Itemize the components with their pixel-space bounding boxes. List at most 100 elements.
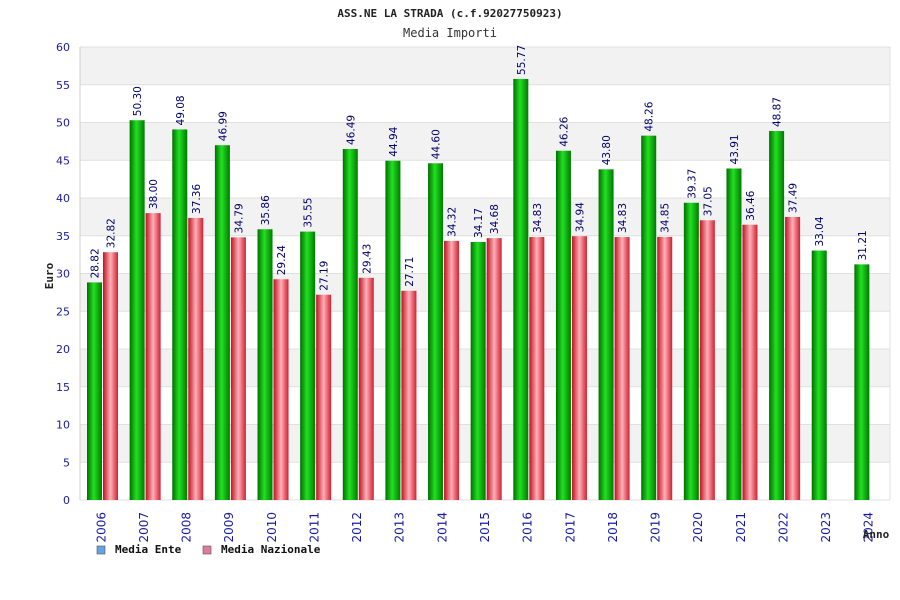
x-tick-label: 2017 xyxy=(563,512,577,543)
bar xyxy=(87,282,102,500)
x-axis: 2006 2007 2008 2009 2010 2011 2012 2013 2014 2015… xyxy=(94,512,875,543)
bar xyxy=(785,216,801,500)
data-label: 37.05 xyxy=(702,186,714,216)
data-label: 43.91 xyxy=(729,134,741,164)
bar xyxy=(358,277,374,500)
bar xyxy=(401,290,417,500)
data-label: 36.46 xyxy=(745,190,757,220)
data-label: 44.60 xyxy=(431,129,443,159)
legend: Media Ente Media Nazionale xyxy=(96,543,321,556)
bar xyxy=(230,237,246,500)
bar xyxy=(571,236,587,500)
bars xyxy=(87,78,870,501)
x-tick-label: 2013 xyxy=(393,512,407,543)
bar xyxy=(103,252,118,500)
data-label: 39.37 xyxy=(686,169,698,199)
legend-swatch xyxy=(96,545,106,555)
data-label: 34.83 xyxy=(617,203,629,233)
data-label: 33.04 xyxy=(814,216,826,246)
y-tick-label: 55 xyxy=(56,79,70,92)
y-tick-label: 10 xyxy=(56,419,70,432)
bar xyxy=(769,131,785,500)
y-tick-label: 30 xyxy=(56,268,70,281)
bar xyxy=(188,217,204,500)
x-tick-label: 2018 xyxy=(606,512,620,543)
y-tick-label: 15 xyxy=(56,381,70,394)
x-tick-label: 2016 xyxy=(521,512,535,543)
data-label: 48.87 xyxy=(772,97,784,127)
bar xyxy=(470,242,486,501)
data-label: 46.26 xyxy=(558,116,570,146)
bar xyxy=(854,264,870,500)
data-label: 35.86 xyxy=(260,195,272,225)
bar xyxy=(172,129,188,501)
data-label: 38.00 xyxy=(148,179,160,209)
data-label: 35.55 xyxy=(303,198,315,228)
data-label: 34.85 xyxy=(660,203,672,233)
data-label: 48.26 xyxy=(644,101,656,131)
bar xyxy=(683,202,699,500)
bar-labels: 28.82 50.30 49.08 46.99 35.86 35.55 46.49 44.94… xyxy=(90,45,869,291)
data-label: 55.77 xyxy=(516,45,528,75)
x-tick-label: 2012 xyxy=(350,512,364,543)
data-label: 29.43 xyxy=(361,244,373,274)
bar xyxy=(641,135,657,500)
x-tick-label: 2014 xyxy=(435,512,449,543)
grid-band xyxy=(80,47,890,85)
data-label: 37.49 xyxy=(788,183,800,213)
bar xyxy=(742,224,758,501)
x-tick-label: 2010 xyxy=(265,512,279,543)
x-tick-label: 2021 xyxy=(734,512,748,543)
bar xyxy=(428,163,444,500)
data-label: 37.36 xyxy=(191,184,203,214)
data-label: 27.19 xyxy=(319,261,331,291)
x-tick-label: 2023 xyxy=(819,512,833,543)
data-label: 49.08 xyxy=(175,95,187,125)
bar xyxy=(486,238,502,500)
data-label: 27.71 xyxy=(404,257,416,287)
bar xyxy=(726,168,742,501)
x-tick-label: 2008 xyxy=(180,512,194,543)
y-tick-label: 50 xyxy=(56,117,70,130)
data-label: 44.94 xyxy=(388,126,400,156)
legend-swatch xyxy=(202,545,212,555)
bar xyxy=(316,294,332,500)
bar xyxy=(529,237,545,500)
x-axis-label: Anno xyxy=(863,528,890,541)
data-label: 32.82 xyxy=(106,218,118,248)
grid-band xyxy=(80,122,890,161)
y-tick-label: 20 xyxy=(56,343,70,356)
bar xyxy=(214,145,230,500)
data-label: 34.68 xyxy=(489,204,501,234)
x-tick-label: 2007 xyxy=(137,512,151,543)
data-label: 43.80 xyxy=(601,135,613,165)
x-tick-label: 2015 xyxy=(478,512,492,543)
bar xyxy=(257,229,273,500)
bar xyxy=(811,250,827,500)
x-tick-label: 2024 xyxy=(862,512,876,543)
data-label: 34.83 xyxy=(532,203,544,233)
data-label: 31.21 xyxy=(857,230,869,260)
data-label: 46.49 xyxy=(345,115,357,145)
x-tick-label: 2020 xyxy=(691,512,705,543)
y-tick-label: 45 xyxy=(56,154,70,167)
data-label: 46.99 xyxy=(217,111,229,141)
grid-band xyxy=(80,84,890,123)
y-tick-label: 35 xyxy=(56,230,70,243)
bar xyxy=(273,279,289,500)
bar xyxy=(657,236,673,500)
y-tick-label: 25 xyxy=(56,305,70,318)
bar xyxy=(300,231,316,500)
x-tick-label: 2006 xyxy=(94,512,108,543)
data-label: 34.94 xyxy=(574,202,586,232)
legend-label: Media Ente xyxy=(115,543,182,556)
bar xyxy=(598,169,614,500)
y-axis-label: Euro xyxy=(43,262,56,289)
bar xyxy=(699,220,715,500)
chart-title: ASS.NE LA STRADA (c.f.92027750923) xyxy=(337,7,562,20)
chart-subtitle: Media Importi xyxy=(403,26,497,40)
data-label: 29.24 xyxy=(276,245,288,275)
legend-label: Media Nazionale xyxy=(221,543,321,556)
bar xyxy=(145,213,161,500)
